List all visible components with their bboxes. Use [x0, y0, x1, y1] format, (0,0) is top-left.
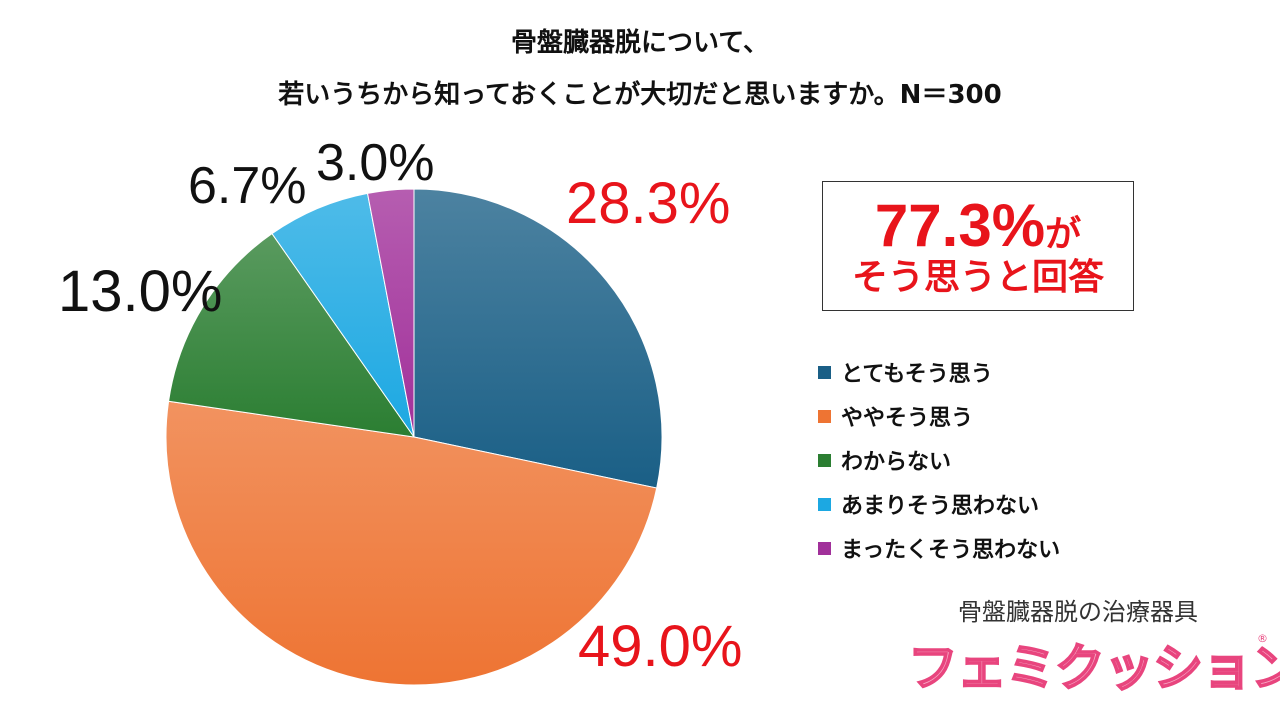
callout-percent: 77.3%: [874, 192, 1046, 259]
brand-subtitle: 骨盤臓器脱の治療器具: [958, 598, 1198, 626]
callout-text: そう思うと回答: [851, 257, 1104, 298]
chart-title-line-1: 骨盤臓器脱について、: [511, 28, 769, 58]
legend-label: ややそう思う: [841, 406, 974, 431]
legend-swatch: [818, 365, 831, 379]
legend-label: わからない: [841, 450, 952, 475]
pie-label-1: 49.0%: [578, 614, 743, 679]
legend-label: とてもそう思う: [841, 362, 993, 387]
legend-label: まったくそう思わない: [841, 538, 1061, 563]
chart-title-line-2: 若いうちから知っておくことが大切だと思いますか。N＝300: [278, 80, 1002, 110]
legend-swatch: [818, 409, 831, 423]
pie-label-0: 28.3%: [566, 171, 731, 236]
pie-label-2: 13.0%: [58, 259, 223, 324]
legend-item: まったくそう思わない: [818, 526, 1060, 570]
summary-callout: 77.3%が そう思うと回答: [822, 181, 1134, 311]
legend-item: わからない: [818, 438, 1060, 482]
brand-logo: フェミクッション: [907, 638, 1280, 698]
registered-mark: ®: [1257, 632, 1268, 645]
callout-suffix: が: [1045, 214, 1082, 255]
legend-item: あまりそう思わない: [818, 482, 1060, 526]
legend-label: あまりそう思わない: [841, 494, 1040, 519]
pie-label-4: 3.0%: [316, 134, 435, 192]
pie-slice-4: [366, 188, 415, 438]
legend: とてもそう思う ややそう思う わからない あまりそう思わない まったくそう思わな…: [818, 350, 1060, 570]
legend-item: ややそう思う: [818, 394, 1060, 438]
pie-slice-2: [168, 232, 416, 438]
pie-slice-0: [413, 188, 663, 489]
legend-item: とてもそう思う: [818, 350, 1060, 394]
legend-swatch: [818, 453, 831, 467]
legend-swatch: [818, 497, 831, 511]
pie-slice-1: [165, 400, 658, 686]
pie-label-3: 6.7%: [188, 157, 307, 215]
legend-swatch: [818, 541, 831, 555]
